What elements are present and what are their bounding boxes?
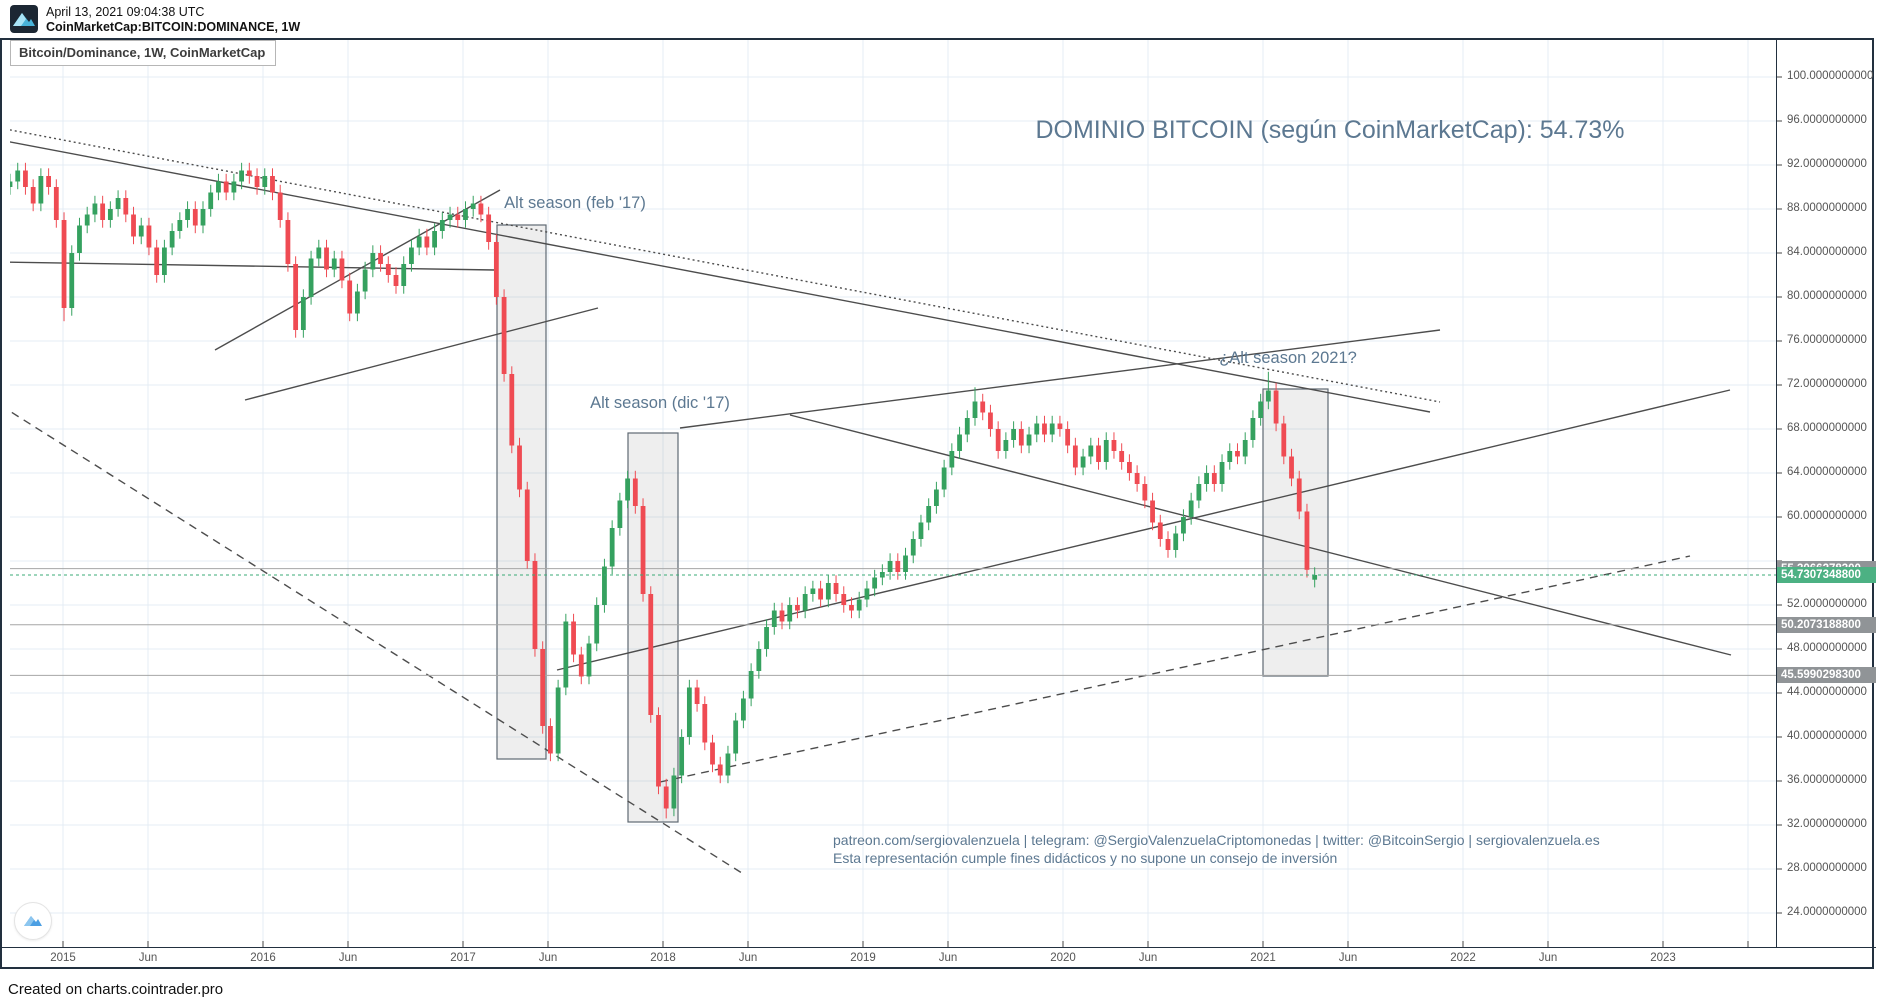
time-axis-separator xyxy=(2,947,1876,948)
time-axis-label[interactable]: 2020 xyxy=(1050,952,1076,964)
price-axis-label[interactable]: 28.0000000000 xyxy=(1787,862,1867,874)
footer-note-links: patreon.com/sergiovalenzuela | telegram:… xyxy=(833,832,1600,848)
cointrader-logo-icon xyxy=(10,5,38,33)
time-axis-label[interactable]: 2017 xyxy=(450,952,476,964)
time-axis-label[interactable]: Jun xyxy=(738,952,758,964)
time-axis-label[interactable]: 2023 xyxy=(1650,952,1676,964)
time-axis-label[interactable]: Jun xyxy=(938,952,958,964)
time-axis-label[interactable]: 2021 xyxy=(1250,952,1276,964)
chart-annotation: Alt season (feb '17) xyxy=(504,194,646,212)
price-axis-label[interactable]: 76.0000000000 xyxy=(1787,334,1867,346)
cointrader-watermark-icon xyxy=(14,902,52,940)
time-axis-label[interactable]: 2018 xyxy=(650,952,676,964)
price-axis-label[interactable]: 68.0000000000 xyxy=(1787,422,1867,434)
footer-note-disclaimer: Esta representación cumple fines didácti… xyxy=(833,850,1338,866)
time-axis-label[interactable]: Jun xyxy=(1538,952,1558,964)
price-axis-label[interactable]: 72.0000000000 xyxy=(1787,378,1867,390)
chart-big-title: DOMINIO BITCOIN (según CoinMarketCap): 5… xyxy=(1035,116,1625,144)
time-axis-label[interactable]: Jun xyxy=(1138,952,1158,964)
time-axis-label[interactable]: 2022 xyxy=(1450,952,1476,964)
price-axis-label[interactable]: 84.0000000000 xyxy=(1787,246,1867,258)
created-on-label: Created on charts.cointrader.pro xyxy=(8,981,224,998)
time-axis-label[interactable]: Jun xyxy=(538,952,558,964)
chart-annotation: Alt season (dic '17) xyxy=(590,394,730,412)
price-axis-label[interactable]: 88.0000000000 xyxy=(1787,202,1867,214)
price-axis-label[interactable]: 44.0000000000 xyxy=(1787,686,1867,698)
time-axis-label[interactable]: Jun xyxy=(138,952,158,964)
current-price-badge: 54.7307348800 xyxy=(1777,566,1876,583)
price-axis-label[interactable]: 24.0000000000 xyxy=(1787,906,1867,918)
time-axis-label[interactable]: 2015 xyxy=(50,952,76,964)
price-axis-label[interactable]: 96.0000000000 xyxy=(1787,114,1867,126)
price-axis-label[interactable]: 80.0000000000 xyxy=(1787,290,1867,302)
price-axis-label[interactable]: 48.0000000000 xyxy=(1787,642,1867,654)
price-level-badge: 50.2073188800 xyxy=(1777,616,1876,633)
chart-legend[interactable]: Bitcoin/Dominance, 1W, CoinMarketCap xyxy=(10,40,277,66)
price-axis-label[interactable]: 92.0000000000 xyxy=(1787,158,1867,170)
time-axis-label[interactable]: Jun xyxy=(338,952,358,964)
price-axis-label[interactable]: 60.0000000000 xyxy=(1787,510,1867,522)
time-axis-label[interactable]: 2019 xyxy=(850,952,876,964)
chart-symbol-title: CoinMarketCap:BITCOIN:DOMINANCE, 1W xyxy=(46,20,301,34)
price-axis-label[interactable]: 52.0000000000 xyxy=(1787,598,1867,610)
price-axis-label[interactable]: 40.0000000000 xyxy=(1787,730,1867,742)
price-level-badge: 45.5990298300 xyxy=(1777,667,1876,684)
price-axis-label[interactable]: 32.0000000000 xyxy=(1787,818,1867,830)
chart-annotation: ¿Alt season 2021? xyxy=(1219,349,1357,367)
price-axis-label[interactable]: 36.0000000000 xyxy=(1787,774,1867,786)
time-axis-label[interactable]: 2016 xyxy=(250,952,276,964)
chart-timestamp: April 13, 2021 09:04:38 UTC xyxy=(46,5,205,19)
price-axis-label[interactable]: 64.0000000000 xyxy=(1787,466,1867,478)
time-axis-label[interactable]: Jun xyxy=(1338,952,1358,964)
price-axis-separator xyxy=(1776,40,1777,947)
price-axis-label[interactable]: 100.0000000000 xyxy=(1787,70,1874,82)
